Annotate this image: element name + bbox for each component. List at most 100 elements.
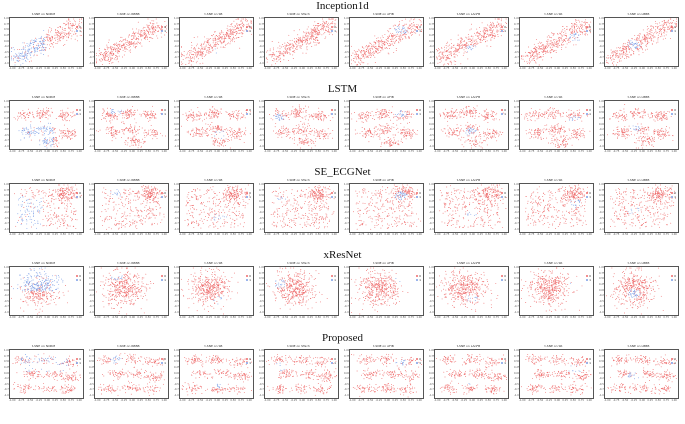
class-0-point [218, 125, 220, 127]
class-0-point [116, 47, 118, 49]
class-0-point [46, 111, 48, 113]
class-0-point [113, 48, 115, 50]
class-0-point [551, 43, 553, 45]
class-0-point [659, 27, 661, 29]
class-0-point [67, 131, 69, 133]
class-0-point [57, 27, 59, 29]
class-0-point [237, 27, 239, 29]
class-0-point [280, 61, 282, 63]
class-0-point [668, 28, 670, 30]
class-0-point [210, 124, 211, 126]
class-0-point [110, 117, 112, 119]
class-0-point [470, 42, 472, 44]
class-0-point [372, 53, 374, 55]
class-0-point [53, 143, 55, 145]
y-tick-label: -1.00 [344, 62, 351, 65]
class-0-point [76, 35, 78, 37]
class-0-point [441, 51, 443, 53]
class-0-point [109, 112, 111, 114]
class-0-point [229, 25, 231, 27]
class-0-point [325, 26, 327, 28]
class-0-point [273, 54, 275, 56]
class-0-point [531, 51, 533, 53]
class-0-point [266, 51, 267, 53]
class-0-point [19, 113, 21, 115]
class-0-point [372, 55, 374, 56]
class-0-point [150, 32, 152, 34]
class-0-point [154, 32, 156, 34]
class-1-point [32, 131, 34, 133]
class-0-point [237, 117, 239, 119]
class-0-point [201, 47, 203, 49]
class-0-point [438, 55, 440, 57]
class-0-point [122, 56, 123, 58]
class-0-point [111, 128, 113, 130]
class-0-point [206, 112, 207, 114]
class-0-point [217, 111, 219, 113]
class-0-point [50, 38, 52, 40]
class-1-point [30, 124, 32, 126]
class-0-point [227, 25, 229, 27]
class-0-point [164, 21, 166, 22]
class-1-point [475, 46, 477, 48]
class-0-point [497, 18, 499, 20]
class-0-point [563, 39, 565, 41]
class-0-point [160, 32, 162, 34]
class-0-point [368, 51, 370, 53]
class-0-point [471, 39, 473, 41]
class-0-point [223, 41, 225, 42]
class-0-point [145, 29, 147, 31]
class-0-point [299, 47, 301, 49]
class-0-point [288, 59, 290, 61]
class-0-point [59, 32, 60, 34]
class-0-point [220, 32, 222, 34]
class-0-point [236, 137, 238, 139]
class-0-point [319, 31, 321, 33]
class-0-point [528, 58, 530, 60]
class-0-point [71, 133, 73, 135]
class-0-point [413, 32, 415, 34]
class-0-point [379, 46, 380, 48]
class-0-point [190, 47, 192, 49]
class-0-point [147, 24, 149, 26]
class-0-point [207, 135, 208, 137]
class-0-point [280, 52, 282, 54]
class-0-point [462, 54, 464, 56]
y-tick-label: -0.50 [514, 50, 521, 54]
class-0-point [212, 38, 214, 40]
class-0-point [374, 35, 376, 37]
class-0-point [122, 39, 124, 41]
class-0-point [443, 56, 445, 58]
class-0-point [43, 108, 44, 110]
class-0-point [663, 19, 665, 21]
class-0-point [297, 34, 299, 36]
class-0-point [653, 37, 655, 39]
class-0-point [578, 19, 580, 21]
class-0-point [268, 54, 270, 56]
class-0-point [450, 60, 452, 62]
class-0-point [311, 33, 313, 35]
class-0-point [128, 114, 130, 116]
class-0-point [453, 46, 455, 48]
class-0-point [46, 109, 48, 111]
class-0-point [152, 130, 153, 131]
class-0-point [62, 131, 64, 133]
class-0-point [151, 131, 153, 133]
class-1-point [25, 49, 27, 51]
class-0-point [123, 43, 125, 45]
class-0-point [559, 36, 561, 38]
class-0-point [387, 43, 389, 45]
class-0-point [297, 39, 299, 41]
class-0-point [148, 129, 150, 131]
class-0-point [191, 117, 193, 118]
class-0-point [96, 61, 97, 63]
class-0-point [304, 34, 306, 36]
legend-entry: 1 [76, 29, 81, 34]
class-0-point [221, 31, 223, 33]
class-0-point [62, 114, 64, 116]
class-0-point [213, 34, 214, 36]
class-0-point [559, 40, 561, 42]
x-tick-label: 1.00 [76, 67, 82, 70]
class-0-point [48, 34, 50, 36]
class-0-point [231, 32, 233, 34]
